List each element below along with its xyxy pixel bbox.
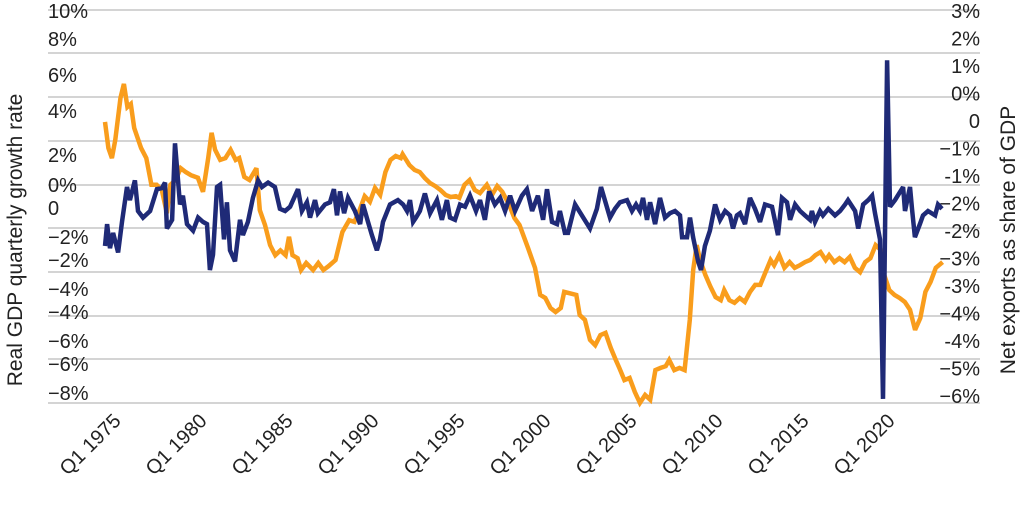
left-tick-label: 0% [48,175,77,197]
right-tick-label: 0% [951,84,980,106]
left-axis-ticks: 10% 8% 6% 4% 2% 0 −2% −4% −6% 0% −2% −4% −6% −8% [48,1,89,405]
left-tick-label: 10% [48,1,88,23]
left-tick-label: −6% [48,331,89,353]
right-tick-label: 3% [951,1,980,23]
x-tick-label: Q1 1990 [314,410,384,480]
right-tick-label: −5% [939,359,980,381]
right-tick-label: -2% [944,221,980,243]
gridlines [48,9,980,404]
x-tick-label: Q1 1975 [56,410,126,480]
right-tick-label: -4% [944,331,980,353]
left-tick-label: −6% [48,354,89,376]
x-tick-label: Q1 1980 [142,410,212,480]
left-tick-label: 4% [48,101,77,123]
left-tick-label: −4% [48,302,89,324]
x-tick-label: Q1 1985 [228,410,298,480]
right-tick-label: −1% [939,139,980,161]
right-tick-label: 0 [969,111,980,133]
left-tick-label: −8% [48,383,89,405]
x-tick-label: Q1 2010 [658,410,728,480]
x-axis-ticks: Q1 1975 Q1 1980 Q1 1985 Q1 1990 Q1 1995 Q1 20… [56,410,900,480]
left-tick-label: 8% [48,29,77,51]
left-tick-label: −2% [48,250,89,272]
right-tick-label: −6% [939,386,980,408]
net-exports-line [102,83,945,408]
right-tick-label: −2% [939,194,980,216]
right-axis-ticks: 3% 2% 1% 0 -1% -2% -3% -4% 0% −1% −2% −3% −4% −5% −6% [939,1,980,408]
left-tick-label: 0 [48,198,59,220]
x-tick-label: Q1 2005 [572,410,642,480]
x-tick-label: Q1 2000 [486,410,556,480]
left-axis-title: Real GDP quarterly growth rate [4,94,27,387]
left-tick-label: −4% [48,279,89,301]
right-tick-label: 1% [951,56,980,78]
right-tick-label: -3% [944,276,980,298]
x-tick-label: Q1 1995 [400,410,470,480]
right-tick-label: −3% [939,249,980,271]
right-tick-label: −4% [939,304,980,326]
x-tick-label: Q1 2020 [830,410,900,480]
left-tick-label: −2% [48,227,89,249]
right-axis-title: Net exports as share of GDP [997,106,1020,374]
left-tick-label: 6% [48,65,77,87]
x-tick-label: Q1 2015 [744,410,814,480]
series-lines [102,60,945,408]
left-tick-label: 2% [48,145,77,167]
gdp-growth-line [102,60,944,399]
right-tick-label: -1% [944,166,980,188]
right-tick-label: 2% [951,29,980,51]
